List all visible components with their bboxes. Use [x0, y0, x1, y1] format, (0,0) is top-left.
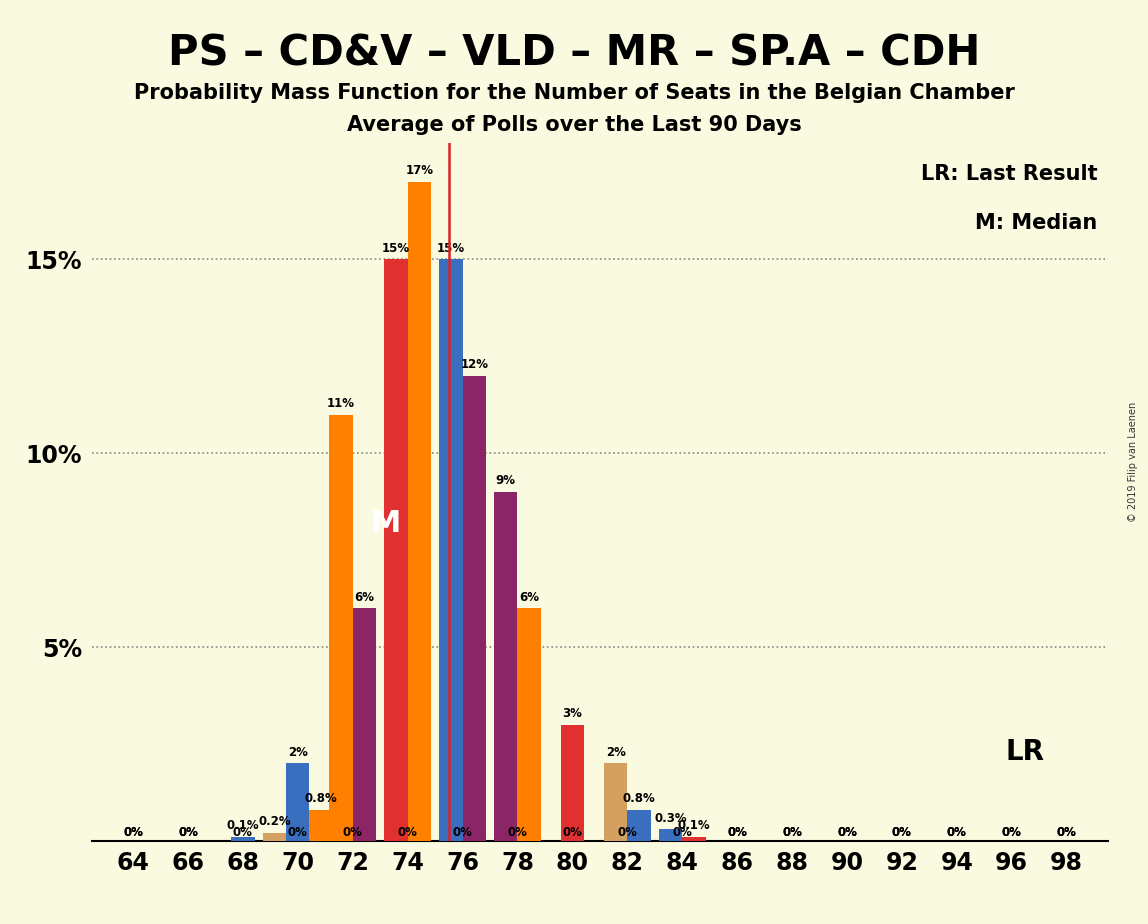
Bar: [408, 182, 430, 841]
Text: 0%: 0%: [782, 826, 802, 839]
Text: 0.1%: 0.1%: [677, 820, 711, 833]
Text: M: Median: M: Median: [976, 213, 1097, 233]
Text: 0%: 0%: [288, 826, 308, 839]
Bar: [329, 415, 352, 841]
Text: 0%: 0%: [947, 826, 967, 839]
Bar: [627, 809, 651, 841]
Text: LR: LR: [1006, 737, 1045, 766]
Text: 0%: 0%: [343, 826, 363, 839]
Text: 0%: 0%: [1056, 826, 1077, 839]
Bar: [440, 260, 463, 841]
Text: 2%: 2%: [606, 746, 626, 759]
Bar: [286, 763, 310, 841]
Bar: [604, 763, 627, 841]
Text: 2%: 2%: [288, 746, 308, 759]
Text: 0%: 0%: [673, 826, 692, 839]
Bar: [560, 724, 584, 841]
Text: 0%: 0%: [178, 826, 197, 839]
Text: 0%: 0%: [1002, 826, 1022, 839]
Text: 11%: 11%: [327, 397, 355, 410]
Text: 0.3%: 0.3%: [654, 811, 687, 824]
Text: 0%: 0%: [947, 826, 967, 839]
Text: 0%: 0%: [452, 826, 473, 839]
Text: M: M: [371, 508, 401, 538]
Bar: [659, 829, 682, 841]
Text: PS – CD&V – VLD – MR – SP.A – CDH: PS – CD&V – VLD – MR – SP.A – CDH: [168, 32, 980, 74]
Text: 0%: 0%: [123, 826, 144, 839]
Text: 0%: 0%: [782, 826, 802, 839]
Text: 12%: 12%: [460, 359, 488, 371]
Text: 0%: 0%: [618, 826, 637, 839]
Text: 0%: 0%: [233, 826, 253, 839]
Text: Probability Mass Function for the Number of Seats in the Belgian Chamber: Probability Mass Function for the Number…: [133, 83, 1015, 103]
Text: 9%: 9%: [496, 474, 515, 487]
Bar: [494, 492, 518, 841]
Bar: [310, 809, 333, 841]
Text: 0%: 0%: [1056, 826, 1077, 839]
Text: 0%: 0%: [178, 826, 197, 839]
Text: 0%: 0%: [1002, 826, 1022, 839]
Text: 0%: 0%: [892, 826, 912, 839]
Bar: [518, 608, 541, 841]
Text: 6%: 6%: [519, 590, 540, 603]
Text: 0%: 0%: [397, 826, 418, 839]
Bar: [682, 837, 706, 841]
Text: © 2019 Filip van Laenen: © 2019 Filip van Laenen: [1128, 402, 1138, 522]
Text: Average of Polls over the Last 90 Days: Average of Polls over the Last 90 Days: [347, 115, 801, 135]
Bar: [231, 837, 255, 841]
Text: 0%: 0%: [123, 826, 144, 839]
Text: 0%: 0%: [563, 826, 582, 839]
Bar: [263, 833, 286, 841]
Text: 3%: 3%: [563, 707, 582, 720]
Text: 15%: 15%: [382, 242, 410, 255]
Bar: [463, 376, 486, 841]
Text: 0%: 0%: [892, 826, 912, 839]
Text: 0%: 0%: [507, 826, 527, 839]
Text: 6%: 6%: [355, 590, 374, 603]
Text: 17%: 17%: [405, 164, 433, 177]
Text: 0%: 0%: [837, 826, 856, 839]
Text: 15%: 15%: [436, 242, 465, 255]
Text: 0%: 0%: [727, 826, 747, 839]
Bar: [385, 260, 408, 841]
Text: 0%: 0%: [727, 826, 747, 839]
Text: 0.8%: 0.8%: [304, 792, 338, 805]
Bar: [352, 608, 377, 841]
Text: 0.2%: 0.2%: [258, 816, 290, 829]
Text: 0%: 0%: [837, 826, 856, 839]
Text: 0.1%: 0.1%: [226, 820, 259, 833]
Text: LR: Last Result: LR: Last Result: [921, 164, 1097, 184]
Text: 0.8%: 0.8%: [622, 792, 656, 805]
